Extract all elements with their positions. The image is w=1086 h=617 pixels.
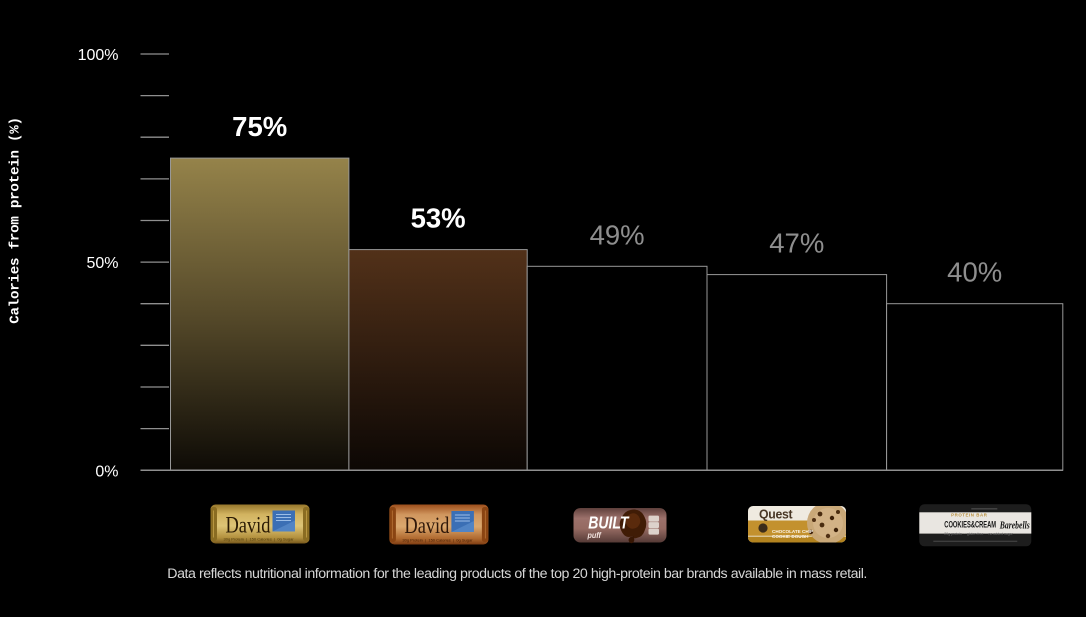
svg-text:30g Protein | 150 Calories: 30g Protein | 150 Calories | 0g Sugar bbox=[402, 538, 473, 543]
svg-text:53%: 53% bbox=[411, 203, 466, 234]
svg-text:puff: puff bbox=[587, 530, 603, 539]
svg-text:Barebells: Barebells bbox=[999, 520, 1030, 532]
svg-text:0%: 0% bbox=[95, 464, 118, 481]
svg-text:BUILT: BUILT bbox=[588, 513, 629, 533]
svg-text:20g protein · gluten free ·: 20g protein · gluten free · no added sug… bbox=[944, 532, 1013, 536]
svg-text:David: David bbox=[226, 511, 271, 538]
svg-text:50%: 50% bbox=[86, 255, 118, 272]
svg-text:PROTEIN BAR: PROTEIN BAR bbox=[951, 513, 988, 518]
svg-text:47%: 47% bbox=[769, 228, 824, 259]
svg-text:COOKIE DOUGH: COOKIE DOUGH bbox=[772, 534, 809, 539]
svg-text:COOKIES&CREAM: COOKIES&CREAM bbox=[944, 519, 996, 530]
svg-text:100%: 100% bbox=[78, 47, 119, 64]
svg-text:Quest: Quest bbox=[759, 507, 793, 521]
svg-text:30g Protein | 150 Calories: 30g Protein | 150 Calories | 0g Sugar bbox=[224, 537, 295, 542]
svg-text:CHOCOLATE CHIP: CHOCOLATE CHIP bbox=[772, 529, 813, 534]
svg-text:Calories from protein (%): Calories from protein (%) bbox=[7, 117, 23, 324]
svg-text:49%: 49% bbox=[590, 219, 645, 250]
svg-text:David: David bbox=[404, 512, 449, 539]
svg-text:40%: 40% bbox=[947, 257, 1002, 288]
svg-text:75%: 75% bbox=[232, 111, 287, 142]
svg-text:Data reflects nutritional info: Data reflects nutritional information fo… bbox=[167, 566, 867, 582]
